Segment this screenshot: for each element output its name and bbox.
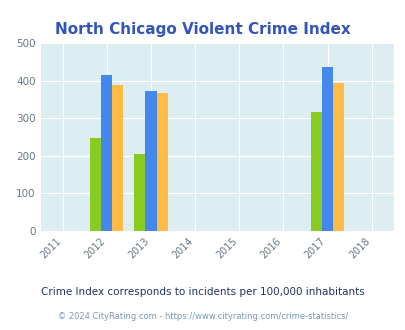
Bar [90,138,101,231]
Bar [332,83,343,231]
Bar [156,93,167,231]
Bar [145,91,156,231]
Bar [112,85,123,231]
Bar [134,154,145,231]
Bar [310,113,321,231]
Text: North Chicago Violent Crime Index: North Chicago Violent Crime Index [55,22,350,37]
Bar [321,67,332,231]
Bar [101,75,112,231]
Text: Crime Index corresponds to incidents per 100,000 inhabitants: Crime Index corresponds to incidents per… [41,287,364,297]
Text: © 2024 CityRating.com - https://www.cityrating.com/crime-statistics/: © 2024 CityRating.com - https://www.city… [58,312,347,321]
